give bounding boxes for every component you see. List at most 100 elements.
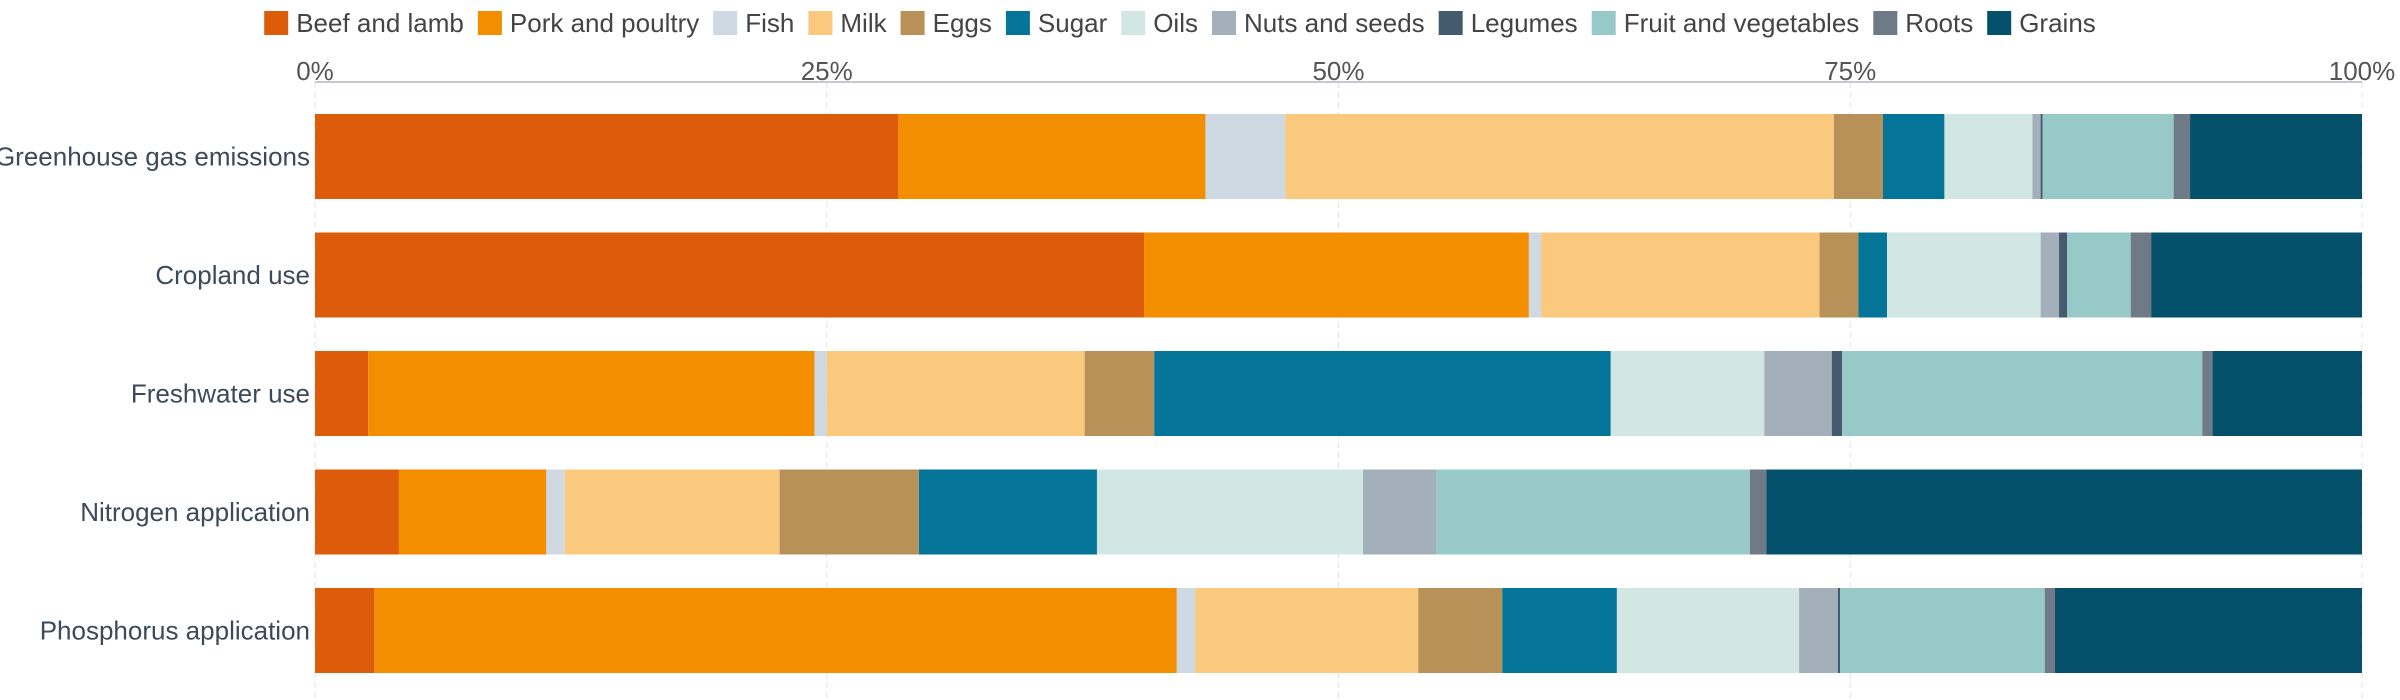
bar-nitrogen-application-pork-and-poultry[interactable]: [398, 469, 547, 555]
bar-phosphorus-application-beef-and-lamb[interactable]: [315, 588, 375, 673]
bar-freshwater-use-fruit-and-vegetables[interactable]: [1842, 351, 2203, 436]
bar-cropland-use-sugar[interactable]: [1858, 232, 1888, 318]
bar-freshwater-use-fish[interactable]: [814, 351, 827, 436]
bar-nitrogen-application-fruit-and-vegetables[interactable]: [1436, 469, 1750, 555]
bar-row-cropland-use: [315, 232, 2362, 318]
bar-freshwater-use-roots[interactable]: [2202, 351, 2213, 436]
legend-swatch-fruit-and-vegetables: [1591, 11, 1616, 35]
legend-swatch-sugar: [1005, 11, 1030, 35]
category-label-freshwater-use: Freshwater use: [131, 379, 310, 409]
bar-cropland-use-roots[interactable]: [2130, 232, 2152, 318]
bar-row-phosphorus-application: [315, 588, 2362, 673]
bar-phosphorus-application-eggs[interactable]: [1418, 588, 1503, 673]
legend-item-sugar[interactable]: Sugar: [1005, 8, 1108, 38]
legend-item-grains[interactable]: Grains: [1987, 8, 2096, 38]
bar-cropland-use-oils[interactable]: [1887, 232, 2041, 318]
bar-greenhouse-gas-emissions-sugar[interactable]: [1883, 114, 1945, 199]
bar-cropland-use-fish[interactable]: [1528, 232, 1542, 318]
bar-row-freshwater-use: [315, 351, 2362, 436]
bar-freshwater-use-grains[interactable]: [2212, 351, 2362, 436]
bar-phosphorus-application-sugar[interactable]: [1502, 588, 1617, 673]
legend-swatch-nuts-and-seeds: [1212, 11, 1236, 35]
bar-nitrogen-application-oils[interactable]: [1096, 469, 1364, 555]
bar-phosphorus-application-nuts-and-seeds[interactable]: [1799, 588, 1838, 673]
legend-label-eggs: Eggs: [933, 8, 992, 38]
bar-nitrogen-application-roots[interactable]: [1749, 469, 1767, 555]
legend-item-fish[interactable]: Fish: [713, 8, 794, 38]
bar-nitrogen-application-fish[interactable]: [546, 469, 565, 555]
bar-cropland-use-eggs[interactable]: [1819, 232, 1859, 318]
bar-nitrogen-application-sugar[interactable]: [918, 469, 1097, 555]
bar-freshwater-use-nuts-and-seeds[interactable]: [1764, 351, 1832, 436]
bar-cropland-use-beef-and-lamb[interactable]: [315, 232, 1145, 318]
bar-cropland-use-fruit-and-vegetables[interactable]: [2067, 232, 2131, 318]
legend-item-legumes[interactable]: Legumes: [1438, 8, 1578, 38]
bar-phosphorus-application-roots[interactable]: [2044, 588, 2055, 673]
bar-phosphorus-application-grains[interactable]: [2054, 588, 2362, 673]
legend-swatch-beef-and-lamb: [264, 11, 289, 35]
bar-greenhouse-gas-emissions-roots[interactable]: [2173, 114, 2191, 199]
bar-greenhouse-gas-emissions-nuts-and-seeds[interactable]: [2032, 114, 2041, 199]
category-label-phosphorus-application: Phosphorus application: [40, 616, 310, 646]
bar-greenhouse-gas-emissions-pork-and-poultry[interactable]: [898, 114, 1206, 199]
bar-nitrogen-application-eggs[interactable]: [779, 469, 919, 555]
bar-phosphorus-application-legumes[interactable]: [1837, 588, 1841, 673]
legend-swatch-pork-and-poultry: [477, 11, 502, 35]
bar-freshwater-use-milk[interactable]: [826, 351, 1085, 436]
bar-greenhouse-gas-emissions-milk[interactable]: [1285, 114, 1834, 199]
bar-freshwater-use-oils[interactable]: [1610, 351, 1765, 436]
bar-greenhouse-gas-emissions-fish[interactable]: [1205, 114, 1286, 199]
legend-label-roots: Roots: [1905, 8, 1973, 38]
x-tick-label-0: 0%: [296, 56, 334, 86]
legend-swatch-oils: [1121, 11, 1146, 35]
bar-row-nitrogen-application: [315, 469, 2362, 555]
bar-cropland-use-grains[interactable]: [2151, 232, 2362, 318]
legend-item-eggs[interactable]: Eggs: [900, 8, 992, 38]
bar-freshwater-use-sugar[interactable]: [1154, 351, 1611, 436]
bar-phosphorus-application-milk[interactable]: [1195, 588, 1419, 673]
bar-row-greenhouse-gas-emissions: [315, 114, 2362, 199]
bar-freshwater-use-pork-and-poultry[interactable]: [368, 351, 815, 436]
bar-greenhouse-gas-emissions-grains[interactable]: [2190, 114, 2362, 199]
x-tick-label-25: 25%: [801, 56, 853, 86]
legend-item-nuts-and-seeds[interactable]: Nuts and seeds: [1212, 8, 1425, 38]
legend-item-roots[interactable]: Roots: [1873, 8, 1973, 38]
bar-greenhouse-gas-emissions-eggs[interactable]: [1833, 114, 1884, 199]
legend-item-oils[interactable]: Oils: [1121, 8, 1198, 38]
bar-cropland-use-nuts-and-seeds[interactable]: [2040, 232, 2060, 318]
legend-item-beef-and-lamb[interactable]: Beef and lamb: [264, 8, 464, 38]
legend-item-pork-and-poultry[interactable]: Pork and poultry: [477, 8, 699, 38]
bar-freshwater-use-legumes[interactable]: [1831, 351, 1843, 436]
legend: Beef and lamb Pork and poultry Fish Milk Egg…: [264, 8, 2096, 38]
legend-item-milk[interactable]: Milk: [808, 8, 888, 38]
legend-item-fruit-and-vegetables[interactable]: Fruit and vegetables: [1591, 8, 1860, 38]
bar-phosphorus-application-fish[interactable]: [1176, 588, 1196, 673]
bar-freshwater-use-beef-and-lamb[interactable]: [315, 351, 369, 436]
legend-swatch-legumes: [1438, 11, 1463, 35]
bar-greenhouse-gas-emissions-fruit-and-vegetables[interactable]: [2042, 114, 2174, 199]
bar-greenhouse-gas-emissions-beef-and-lamb[interactable]: [315, 114, 899, 199]
legend-swatch-eggs: [900, 11, 925, 35]
bar-phosphorus-application-fruit-and-vegetables[interactable]: [1840, 588, 2045, 673]
category-label-greenhouse-gas-emissions: Greenhouse gas emissions: [0, 142, 310, 172]
bar-cropland-use-pork-and-poultry[interactable]: [1144, 232, 1529, 318]
bar-nitrogen-application-beef-and-lamb[interactable]: [315, 469, 399, 555]
bar-nitrogen-application-nuts-and-seeds[interactable]: [1363, 469, 1437, 555]
legend-swatch-fish: [713, 11, 738, 35]
legend-label-legumes: Legumes: [1471, 8, 1578, 38]
bar-greenhouse-gas-emissions-legumes[interactable]: [2040, 114, 2043, 199]
legend-label-fish: Fish: [745, 8, 794, 38]
x-axis: 0% 25% 50% 75% 100%: [296, 56, 2395, 86]
bar-cropland-use-legumes[interactable]: [2059, 232, 2068, 318]
x-tick-label-75: 75%: [1824, 56, 1876, 86]
bar-greenhouse-gas-emissions-oils[interactable]: [1944, 114, 2033, 199]
bar-freshwater-use-eggs[interactable]: [1084, 351, 1155, 436]
category-label-nitrogen-application: Nitrogen application: [80, 497, 310, 527]
bar-nitrogen-application-milk[interactable]: [564, 469, 780, 555]
bar-cropland-use-milk[interactable]: [1541, 232, 1820, 318]
bar-phosphorus-application-oils[interactable]: [1616, 588, 1800, 673]
legend-label-sugar: Sugar: [1038, 8, 1108, 38]
bar-phosphorus-application-pork-and-poultry[interactable]: [374, 588, 1177, 673]
bar-nitrogen-application-grains[interactable]: [1766, 469, 2362, 555]
